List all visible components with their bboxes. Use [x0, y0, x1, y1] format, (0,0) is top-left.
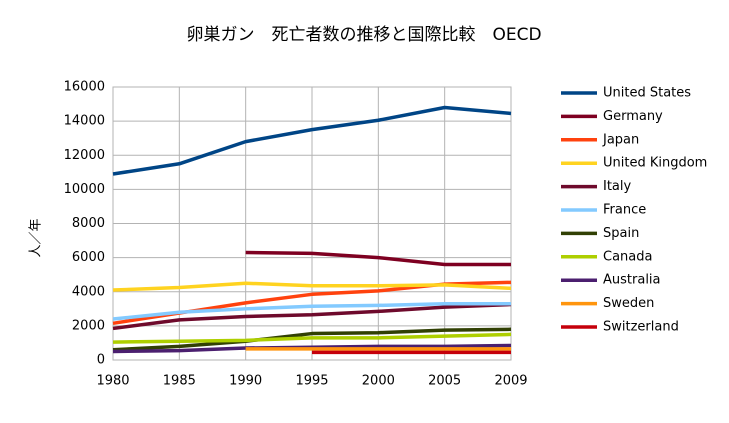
- x-tick-label: 1990: [229, 374, 262, 389]
- y-tick-label: 12000: [64, 148, 105, 163]
- y-tick-label: 8000: [72, 216, 105, 231]
- y-tick-label: 0: [97, 353, 105, 368]
- y-tick-label: 4000: [72, 284, 105, 299]
- legend-label: Germany: [603, 109, 663, 124]
- x-tick-label: 2005: [428, 374, 461, 389]
- y-tick-label: 16000: [64, 80, 105, 95]
- legend-label: France: [603, 203, 646, 218]
- legend-label: Canada: [603, 249, 652, 264]
- y-axis-label: 人／年: [29, 218, 44, 257]
- series-line: [112, 105, 512, 176]
- series-line: [112, 302, 512, 331]
- legend-label: Australia: [603, 273, 661, 288]
- legend-label: United Kingdom: [603, 156, 707, 171]
- series-line: [112, 301, 511, 321]
- y-tick-label: 6000: [72, 250, 105, 265]
- legend-label: Switzerland: [603, 320, 679, 335]
- x-tick-label: 2009: [494, 374, 527, 389]
- legend-label: Japan: [602, 132, 639, 147]
- legend-label: Italy: [603, 179, 632, 194]
- legend-label: Sweden: [603, 296, 654, 311]
- y-tick-label: 10000: [64, 182, 105, 197]
- series-line: [245, 250, 511, 267]
- legend-label: United States: [603, 86, 691, 101]
- series-line: [112, 332, 512, 344]
- plot-frame: [112, 86, 512, 361]
- y-tick-label: 2000: [72, 318, 105, 333]
- chart-title: 卵巣ガン 死亡者数の推移と国際比較 OECD: [186, 25, 541, 45]
- y-tick-label: 14000: [64, 114, 105, 129]
- x-tick-label: 2000: [362, 374, 395, 389]
- x-tick-label: 1985: [163, 374, 196, 389]
- series-line: [112, 327, 512, 352]
- x-tick-label: 1980: [96, 374, 129, 389]
- series-line: [112, 281, 512, 292]
- legend-label: Spain: [603, 226, 639, 241]
- x-tick-label: 1995: [295, 374, 328, 389]
